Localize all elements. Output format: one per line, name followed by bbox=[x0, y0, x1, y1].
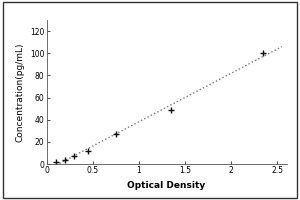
X-axis label: Optical Density: Optical Density bbox=[128, 181, 206, 190]
Y-axis label: Concentration(pg/mL): Concentration(pg/mL) bbox=[15, 42, 24, 142]
